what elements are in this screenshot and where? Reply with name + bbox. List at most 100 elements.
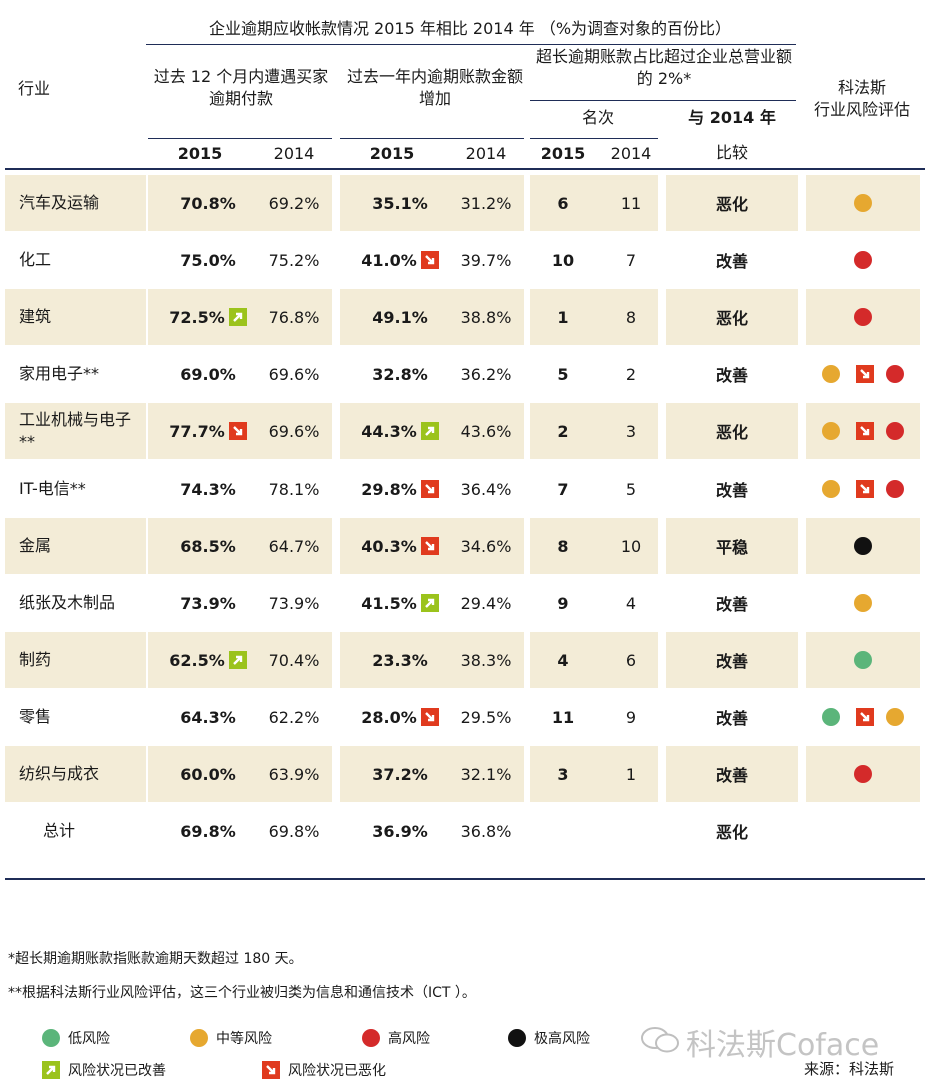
source-label: 来源：科法斯 [804, 1060, 895, 1078]
high-risk-dot-icon [854, 308, 872, 326]
worsened-arrow-icon [262, 1061, 280, 1079]
legend-high-label: 高风险 [388, 1031, 430, 1047]
compare-2014: 恶化 [715, 195, 748, 214]
rank-2014: 7 [625, 250, 637, 270]
risk-assessment [806, 403, 920, 459]
overdue-2015-value: 72.5% [169, 307, 225, 327]
row-band [530, 518, 658, 574]
increase-2014: 36.4% [460, 479, 512, 499]
increase-2015-value: 37.2% [372, 764, 428, 784]
increase-2015-value: 28.0% [361, 707, 417, 727]
compare-2014: 改善 [715, 595, 748, 614]
rank-2014: 4 [625, 593, 637, 613]
legend-low-label: 低风险 [68, 1031, 110, 1047]
improved-arrow-icon [228, 308, 247, 326]
row-band [666, 518, 798, 574]
industry-name: IT-电信** [19, 479, 86, 498]
row-band [530, 746, 658, 802]
rank-2015: 6 [557, 193, 569, 213]
increase-2015: 29.8% [340, 461, 460, 517]
risk-assessment [806, 175, 920, 231]
overdue-2014: 64.7% [268, 536, 320, 556]
risk-assessment [806, 232, 920, 288]
year-rule-a [148, 138, 332, 139]
rank-2015: 11 [551, 707, 575, 727]
industry-name: 家用电子** [19, 364, 100, 383]
year-a-2015: 2015 [177, 144, 223, 163]
row-band [666, 403, 798, 459]
rank-header: 名次 [581, 108, 614, 127]
rank-2015: 7 [557, 479, 569, 499]
industry-name: 金属 [19, 536, 52, 555]
footnote-1: *超长期逾期账款指账款逾期天数超过 180 天。 [8, 951, 303, 967]
risk-assessment [806, 746, 920, 802]
increase-2015-value: 41.5% [361, 593, 417, 613]
very-high-risk-dot-icon [508, 1029, 526, 1047]
increase-2015: 49.1% [340, 289, 460, 345]
low-risk-dot-icon [42, 1029, 60, 1047]
overdue-2015-value: 64.3% [180, 707, 236, 727]
industry-name: 制药 [19, 650, 52, 669]
rank-2014: 11 [620, 193, 642, 213]
row-band [530, 632, 658, 688]
row-band [340, 746, 524, 802]
year-c-2015: 2015 [540, 144, 586, 163]
overdue-2014: 75.2% [268, 250, 320, 270]
high-risk-dot-icon [886, 480, 904, 498]
medium-risk-dot-icon [854, 594, 872, 612]
year-rule-b [340, 138, 524, 139]
overdue-2015: 69.0% [148, 346, 268, 402]
row-band [5, 403, 146, 459]
row-band [530, 289, 658, 345]
row-band [5, 175, 146, 231]
overdue-2015: 75.0% [148, 232, 268, 288]
compare-header-2: 比较 [715, 143, 748, 162]
rank-2014: 1 [625, 764, 637, 784]
rank-2014: 9 [625, 707, 637, 727]
legend-medium: 中等风险 [190, 1028, 272, 1048]
very-high-risk-dot-icon [854, 537, 872, 555]
overdue-2015: 64.3% [148, 689, 268, 745]
legend-low: 低风险 [42, 1028, 110, 1048]
legend-very-high: 极高风险 [508, 1028, 590, 1048]
medium-risk-dot-icon [886, 708, 904, 726]
increase-2014: 29.4% [460, 593, 512, 613]
worsened-arrow-icon [420, 480, 439, 498]
table-main-title: 企业逾期应收帐款情况 2015 年相比 2014 年 （%为调查对象的百份比） [208, 19, 732, 38]
overdue-2015-value: 75.0% [180, 250, 236, 270]
risk-assessment [806, 632, 920, 688]
year-rule-c [530, 138, 658, 139]
row-band [666, 632, 798, 688]
low-risk-dot-icon [854, 651, 872, 669]
legend-improved: 风险状况已改善 [42, 1060, 166, 1080]
improved-arrow-icon [228, 651, 247, 669]
increase-2015-value: 44.3% [361, 421, 417, 441]
worsened-arrow-icon [420, 537, 439, 555]
overdue-2015: 73.9% [148, 575, 268, 631]
industry-name: 工业机械与电子** [19, 410, 132, 451]
increase-2015: 36.9% [340, 803, 460, 859]
high-risk-dot-icon [854, 251, 872, 269]
col-a-header: 过去 12 个月内遭遇买家逾期付款 [153, 67, 329, 108]
row-band [148, 518, 332, 574]
legend-medium-label: 中等风险 [216, 1031, 272, 1047]
worsened-arrow-icon [856, 480, 874, 498]
overdue-2014: 69.6% [268, 421, 320, 441]
increase-2014: 43.6% [460, 421, 512, 441]
year-b-2015: 2015 [369, 144, 415, 163]
increase-2014: 38.3% [460, 650, 512, 670]
industry-name: 纸张及木制品 [19, 593, 116, 612]
increase-2015: 44.3% [340, 403, 460, 459]
increase-2015: 23.3% [340, 632, 460, 688]
industry-header: 行业 [18, 79, 51, 98]
overdue-2014: 76.8% [268, 307, 320, 327]
worsened-arrow-icon [856, 708, 874, 726]
overdue-2014: 70.4% [268, 650, 320, 670]
increase-2015: 32.8% [340, 346, 460, 402]
worsened-arrow-icon [420, 708, 439, 726]
medium-risk-dot-icon [854, 194, 872, 212]
overdue-2015-value: 74.3% [180, 479, 236, 499]
overdue-2015: 70.8% [148, 175, 268, 231]
compare-2014: 改善 [715, 481, 748, 500]
rank-2015: 8 [557, 536, 569, 556]
